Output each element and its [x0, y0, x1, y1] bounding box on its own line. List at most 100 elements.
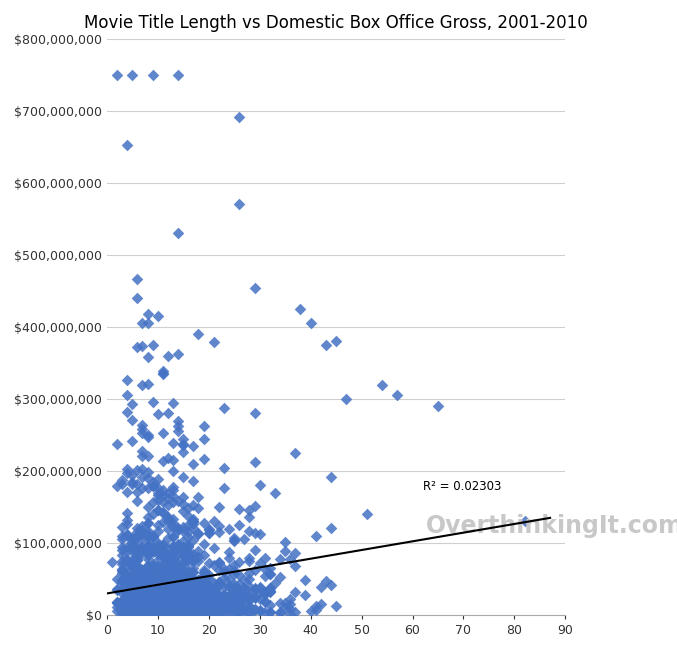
Point — [147, 574, 158, 585]
Point — [162, 600, 173, 611]
Point — [157, 602, 168, 612]
Point — [173, 601, 183, 611]
Point — [203, 581, 214, 592]
Point — [173, 602, 183, 613]
Point — [173, 589, 183, 599]
Point — [203, 574, 214, 585]
Point — [162, 589, 173, 599]
Point — [132, 531, 143, 542]
Point — [178, 587, 189, 597]
Point — [209, 577, 219, 588]
Point — [142, 608, 153, 618]
Point — [142, 596, 153, 606]
Point — [132, 293, 143, 303]
Point — [244, 574, 255, 584]
Point — [183, 607, 194, 617]
Point — [168, 531, 179, 541]
Point — [157, 590, 168, 601]
Point — [229, 592, 240, 603]
Point — [188, 575, 199, 586]
Point — [122, 576, 133, 587]
Point — [188, 603, 199, 614]
Point — [198, 434, 209, 445]
Point — [142, 581, 153, 592]
Point — [116, 534, 127, 545]
Point — [152, 593, 163, 603]
Point — [152, 598, 163, 609]
Point — [142, 598, 153, 608]
Point — [137, 581, 148, 591]
Point — [213, 564, 224, 575]
Point — [168, 600, 179, 610]
Point — [239, 605, 250, 615]
Point — [127, 543, 137, 553]
Point — [142, 602, 153, 613]
Point — [162, 574, 173, 584]
Point — [147, 596, 158, 607]
Point — [106, 557, 117, 567]
Point — [173, 570, 183, 580]
Point — [147, 70, 158, 80]
Point — [122, 596, 133, 607]
Point — [203, 528, 214, 538]
Point — [173, 540, 183, 551]
Point — [116, 584, 127, 594]
Point — [127, 559, 137, 570]
Point — [162, 596, 173, 607]
Point — [193, 584, 204, 594]
Point — [152, 572, 163, 583]
Point — [188, 549, 199, 559]
Point — [213, 607, 224, 618]
Point — [122, 601, 133, 611]
Point — [152, 571, 163, 581]
Title: Movie Title Length vs Domestic Box Office Gross, 2001-2010: Movie Title Length vs Domestic Box Offic… — [84, 14, 588, 32]
Point — [178, 559, 189, 570]
Point — [173, 600, 183, 610]
Point — [239, 583, 250, 593]
Point — [147, 531, 158, 541]
Point — [112, 70, 123, 80]
Point — [142, 581, 153, 591]
Point — [162, 599, 173, 609]
Point — [219, 598, 230, 608]
Point — [178, 550, 189, 561]
Point — [152, 584, 163, 594]
Point — [213, 592, 224, 603]
Point — [162, 488, 173, 498]
Point — [147, 597, 158, 607]
Point — [152, 606, 163, 616]
Point — [122, 572, 133, 583]
Point — [275, 607, 286, 617]
Point — [183, 603, 194, 613]
Point — [116, 542, 127, 552]
Point — [234, 199, 244, 210]
Point — [173, 580, 183, 590]
Point — [244, 555, 255, 566]
Point — [132, 602, 143, 612]
Point — [168, 585, 179, 596]
Point — [162, 512, 173, 523]
Point — [142, 577, 153, 588]
Point — [152, 598, 163, 608]
Point — [142, 594, 153, 604]
Point — [188, 535, 199, 546]
Point — [142, 309, 153, 319]
Point — [142, 549, 153, 559]
Point — [188, 603, 199, 613]
Point — [188, 603, 199, 614]
Point — [142, 579, 153, 589]
Point — [142, 572, 153, 583]
Point — [137, 584, 148, 594]
Point — [142, 546, 153, 556]
Point — [203, 528, 214, 538]
Point — [234, 570, 244, 581]
Point — [193, 596, 204, 606]
Point — [127, 586, 137, 596]
Point — [122, 519, 133, 529]
Point — [147, 600, 158, 611]
Point — [249, 592, 260, 603]
Point — [178, 595, 189, 605]
Point — [193, 605, 204, 616]
Point — [168, 575, 179, 586]
Point — [147, 598, 158, 609]
